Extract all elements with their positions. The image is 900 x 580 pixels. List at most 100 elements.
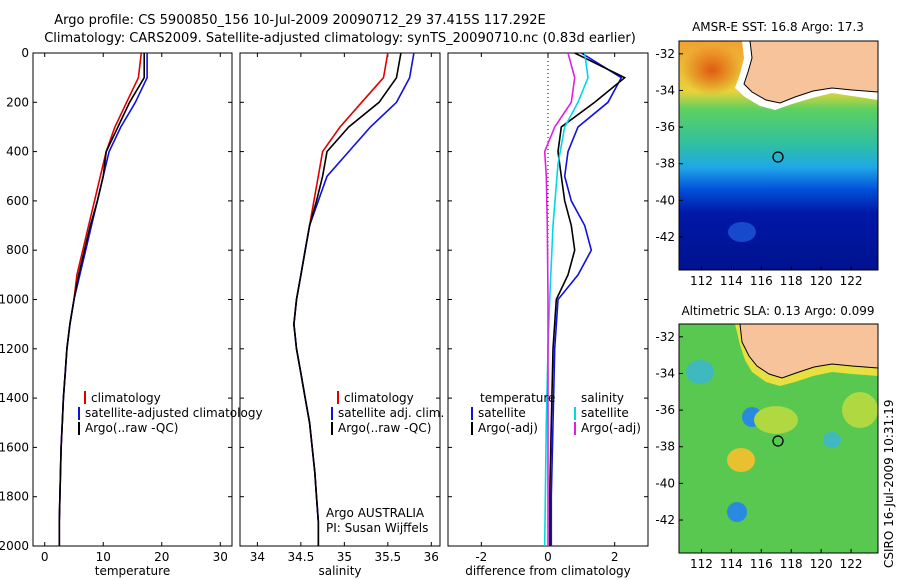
sst-warm-patch (682, 45, 742, 95)
figure-title-line-2: Climatology: CARS2009. Satellite-adjuste… (44, 31, 636, 46)
sla-low (686, 360, 714, 384)
lon-tick-label: 112 (690, 557, 713, 571)
depth-tick-label: 0 (21, 46, 29, 60)
depth-tick-label: 2000 (0, 539, 29, 553)
legend-header-temperature: temperature (480, 391, 555, 405)
series-group (543, 53, 627, 546)
legend-label-sal-satellite: satellite (581, 406, 629, 420)
x-axis-label: temperature (95, 564, 170, 578)
legend-label-satellite: satellite adj. clim. (338, 406, 444, 420)
legend-label-temp-argo: Argo(-adj) (478, 421, 538, 435)
lat-tick-label: -42 (655, 230, 675, 244)
x-tick-label: 30 (213, 550, 228, 564)
sla-map-title: Altimetric SLA: 0.13 Argo: 0.099 (681, 304, 874, 318)
legend-label-climatology: climatology (344, 391, 414, 405)
lon-tick-label: 114 (720, 274, 743, 288)
lon-tick-label: 120 (810, 557, 833, 571)
lat-tick-label: -38 (655, 440, 675, 454)
difference-legend: temperature salinity satellite Argo(-adj… (471, 391, 641, 435)
sst-map-title: AMSR-E SST: 16.8 Argo: 17.3 (692, 20, 864, 34)
x-tick-label: 35.5 (374, 550, 401, 564)
x-tick-label: 0 (544, 550, 552, 564)
lat-tick-label: -34 (655, 366, 675, 380)
series-line-argo-raw-qc (293, 53, 402, 546)
x-tick-label: 36 (424, 550, 439, 564)
plot-frame (239, 52, 441, 547)
salinity-panel: 34 34.5 35 35.5 36 salinity (239, 52, 441, 578)
depth-tick-label: 800 (6, 243, 29, 257)
depth-tick-label: 1200 (0, 342, 29, 356)
temperature-legend: climatology satellite-adjusted climatolo… (78, 391, 263, 435)
lat-tick-label: -40 (655, 476, 675, 490)
sla-low (823, 432, 841, 448)
lat-tick-label: -34 (655, 83, 675, 97)
depth-tick-label: 1000 (0, 293, 29, 307)
lat-tick-label: -38 (655, 157, 675, 171)
depth-tick-label: 1800 (0, 490, 29, 504)
lat-tick-label: -32 (655, 47, 675, 61)
lon-tick-label: 122 (840, 274, 863, 288)
depth-tick-label: 400 (6, 145, 29, 159)
x-axis-label: difference from climatology (465, 564, 631, 578)
legend-label-sal-argo: Argo(-adj) (581, 421, 641, 435)
lon-tick-label: 116 (750, 557, 773, 571)
annotation-institution: Argo AUSTRALIA (326, 506, 425, 520)
legend-label-argo: Argo(..raw -QC) (338, 421, 431, 435)
x-tick-label: 2 (611, 550, 619, 564)
x-tick-label: 20 (154, 550, 169, 564)
x-tick-label: 35 (337, 550, 352, 564)
lon-tick-label: 122 (840, 557, 863, 571)
legend-header-salinity: salinity (581, 391, 624, 405)
sla-map (679, 324, 878, 553)
x-tick-label: 0 (41, 550, 49, 564)
series-line-argo-adj (548, 53, 627, 546)
lat-tick-label: -42 (655, 513, 675, 527)
x-tick-label: 34.5 (288, 550, 315, 564)
sla-low (727, 502, 747, 522)
legend-label-climatology: climatology (91, 391, 161, 405)
series-line-satellite (543, 53, 589, 546)
x-tick-label: -2 (475, 550, 487, 564)
depth-tick-label: 200 (6, 95, 29, 109)
depth-tick-label: 1400 (0, 391, 29, 405)
sla-map-axes: 112 114 116 118 120 122 -32 -34 -36 -38 -40 -42 (655, 330, 862, 571)
legend-label-argo: Argo(..raw -QC) (85, 421, 178, 435)
depth-tick-label: 1600 (0, 440, 29, 454)
sst-map (679, 41, 878, 270)
legend-label-satellite: satellite-adjusted climatology (85, 406, 263, 420)
lon-tick-label: 118 (780, 274, 803, 288)
x-axis-label: salinity (318, 564, 361, 578)
lon-tick-label: 120 (810, 274, 833, 288)
sst-eddy (728, 222, 756, 242)
depth-tick-label: 600 (6, 194, 29, 208)
credit-stamp: CSIRO 16-Jul-2009 10:31:19 (882, 400, 896, 568)
lat-tick-label: -40 (655, 193, 675, 207)
salinity-legend: climatology satellite adj. clim. Argo(..… (326, 391, 444, 535)
lon-tick-label: 118 (780, 557, 803, 571)
lon-tick-label: 112 (690, 274, 713, 288)
sla-land (739, 324, 878, 379)
sst-map-frame (678, 40, 879, 271)
annotation-pi: PI: Susan Wijffels (326, 521, 428, 535)
sla-high (842, 392, 878, 428)
series-line-argo-adj (543, 53, 576, 546)
series-group (58, 53, 148, 546)
lon-tick-label: 114 (720, 557, 743, 571)
sla-map-frame (678, 323, 879, 554)
lat-tick-label: -32 (655, 330, 675, 344)
lat-tick-label: -36 (655, 120, 675, 134)
sst-land (743, 41, 878, 104)
sla-high (727, 448, 755, 472)
plot-frame (32, 52, 233, 547)
sst-argo-marker (772, 151, 784, 163)
series-line-argo-raw-qc (58, 53, 145, 546)
sla-argo-marker (772, 435, 784, 447)
legend-label-temp-satellite: satellite (478, 406, 526, 420)
temperature-panel: 0 200 400 600 800 1000 1200 1400 1600 1800 2000 0 10… (0, 46, 233, 578)
lon-tick-label: 116 (750, 274, 773, 288)
series-group (293, 53, 415, 546)
x-tick-label: 10 (96, 550, 111, 564)
figure-title-line-1: Argo profile: CS 5900850_156 10-Jul-2009… (54, 13, 545, 28)
